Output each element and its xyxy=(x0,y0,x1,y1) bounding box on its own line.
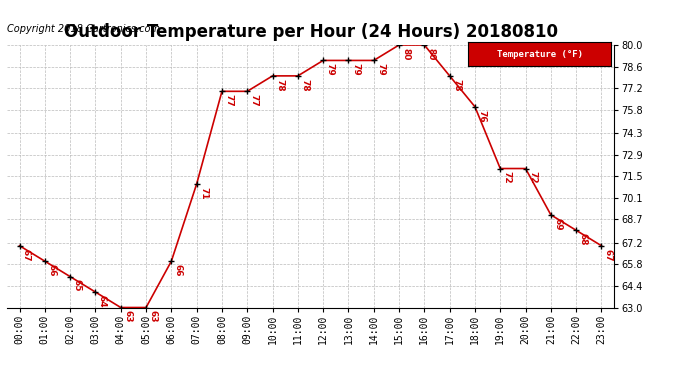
Text: 67: 67 xyxy=(22,249,31,261)
Text: 79: 79 xyxy=(326,63,335,76)
Text: 66: 66 xyxy=(174,264,183,276)
Text: 78: 78 xyxy=(300,79,309,91)
Title: Outdoor Temperature per Hour (24 Hours) 20180810: Outdoor Temperature per Hour (24 Hours) … xyxy=(63,23,558,41)
Text: 69: 69 xyxy=(553,217,562,230)
Text: Copyright 2018 Cartronics.com: Copyright 2018 Cartronics.com xyxy=(7,24,160,34)
Text: 79: 79 xyxy=(376,63,385,76)
Text: 71: 71 xyxy=(199,187,208,200)
Text: 72: 72 xyxy=(528,171,537,184)
Text: 64: 64 xyxy=(98,295,107,307)
Text: 79: 79 xyxy=(351,63,360,76)
Text: 67: 67 xyxy=(604,249,613,261)
Text: 78: 78 xyxy=(275,79,284,91)
Text: 80: 80 xyxy=(427,48,436,60)
Text: 78: 78 xyxy=(452,79,461,91)
Text: 77: 77 xyxy=(224,94,233,107)
Text: 65: 65 xyxy=(72,279,81,292)
Text: 72: 72 xyxy=(503,171,512,184)
Text: 63: 63 xyxy=(124,310,132,323)
Text: 63: 63 xyxy=(148,310,157,323)
Text: 68: 68 xyxy=(579,233,588,246)
Text: 80: 80 xyxy=(402,48,411,60)
Text: 77: 77 xyxy=(250,94,259,107)
Text: 66: 66 xyxy=(48,264,57,276)
Text: 76: 76 xyxy=(477,110,486,122)
